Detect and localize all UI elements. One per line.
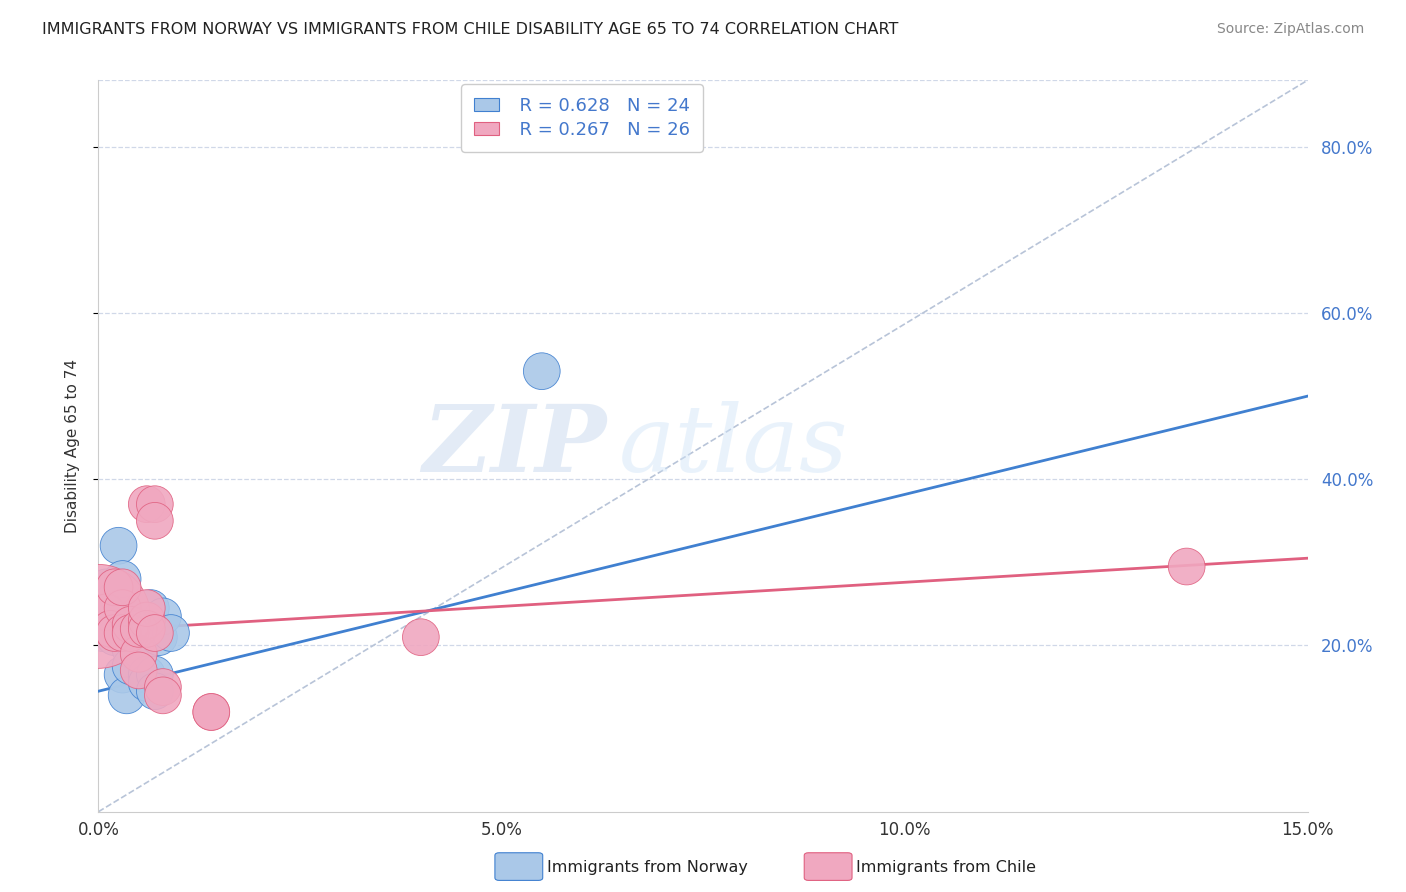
Point (128, 614, 150, 628)
Point (135, 497, 157, 511)
Point (200, 705, 222, 719)
Point (409, 630, 432, 644)
Point (111, 580, 134, 594)
Point (148, 630, 170, 644)
Point (135, 622, 157, 636)
Point (96, 605, 118, 619)
Point (100, 622, 122, 636)
Point (200, 705, 222, 719)
Point (143, 497, 166, 511)
Point (128, 642, 150, 657)
Point (103, 630, 125, 644)
Point (103, 626, 125, 640)
Legend:   R = 0.628   N = 24,   R = 0.267   N = 26: R = 0.628 N = 24, R = 0.267 N = 26 (461, 84, 703, 152)
Point (115, 689, 138, 703)
Point (111, 626, 134, 640)
Point (91, 626, 114, 640)
Text: Source: ZipAtlas.com: Source: ZipAtlas.com (1216, 22, 1364, 37)
Point (128, 664, 150, 678)
Point (128, 626, 150, 640)
Point (111, 572, 134, 586)
Point (143, 684, 166, 698)
Text: IMMIGRANTS FROM NORWAY VS IMMIGRANTS FROM CHILE DISABILITY AGE 65 TO 74 CORRELAT: IMMIGRANTS FROM NORWAY VS IMMIGRANTS FRO… (42, 22, 898, 37)
Point (96, 580, 118, 594)
Point (135, 614, 157, 628)
Point (160, 626, 183, 640)
Text: atlas: atlas (619, 401, 848, 491)
Point (120, 617, 142, 632)
Point (1175, 559, 1198, 574)
Point (100, 597, 122, 611)
Point (143, 667, 166, 681)
Point (87, 609, 110, 624)
Point (152, 680, 174, 694)
Point (135, 676, 157, 690)
Point (143, 514, 166, 528)
Point (103, 580, 125, 594)
Point (135, 601, 157, 615)
Text: Immigrants from Chile: Immigrants from Chile (856, 860, 1036, 874)
Point (139, 601, 162, 615)
Point (120, 659, 142, 673)
Text: ZIP: ZIP (422, 401, 606, 491)
Point (107, 539, 129, 553)
Point (120, 617, 142, 632)
Point (135, 667, 157, 681)
Y-axis label: Disability Age 65 to 74: Disability Age 65 to 74 (65, 359, 80, 533)
Point (128, 622, 150, 636)
Point (152, 609, 174, 624)
Point (120, 642, 142, 657)
Point (152, 689, 174, 703)
Point (111, 667, 134, 681)
Point (103, 592, 125, 607)
Point (530, 364, 553, 378)
Point (143, 626, 166, 640)
Point (111, 601, 134, 615)
Text: Immigrants from Norway: Immigrants from Norway (547, 860, 748, 874)
Point (120, 626, 142, 640)
Point (128, 647, 150, 661)
